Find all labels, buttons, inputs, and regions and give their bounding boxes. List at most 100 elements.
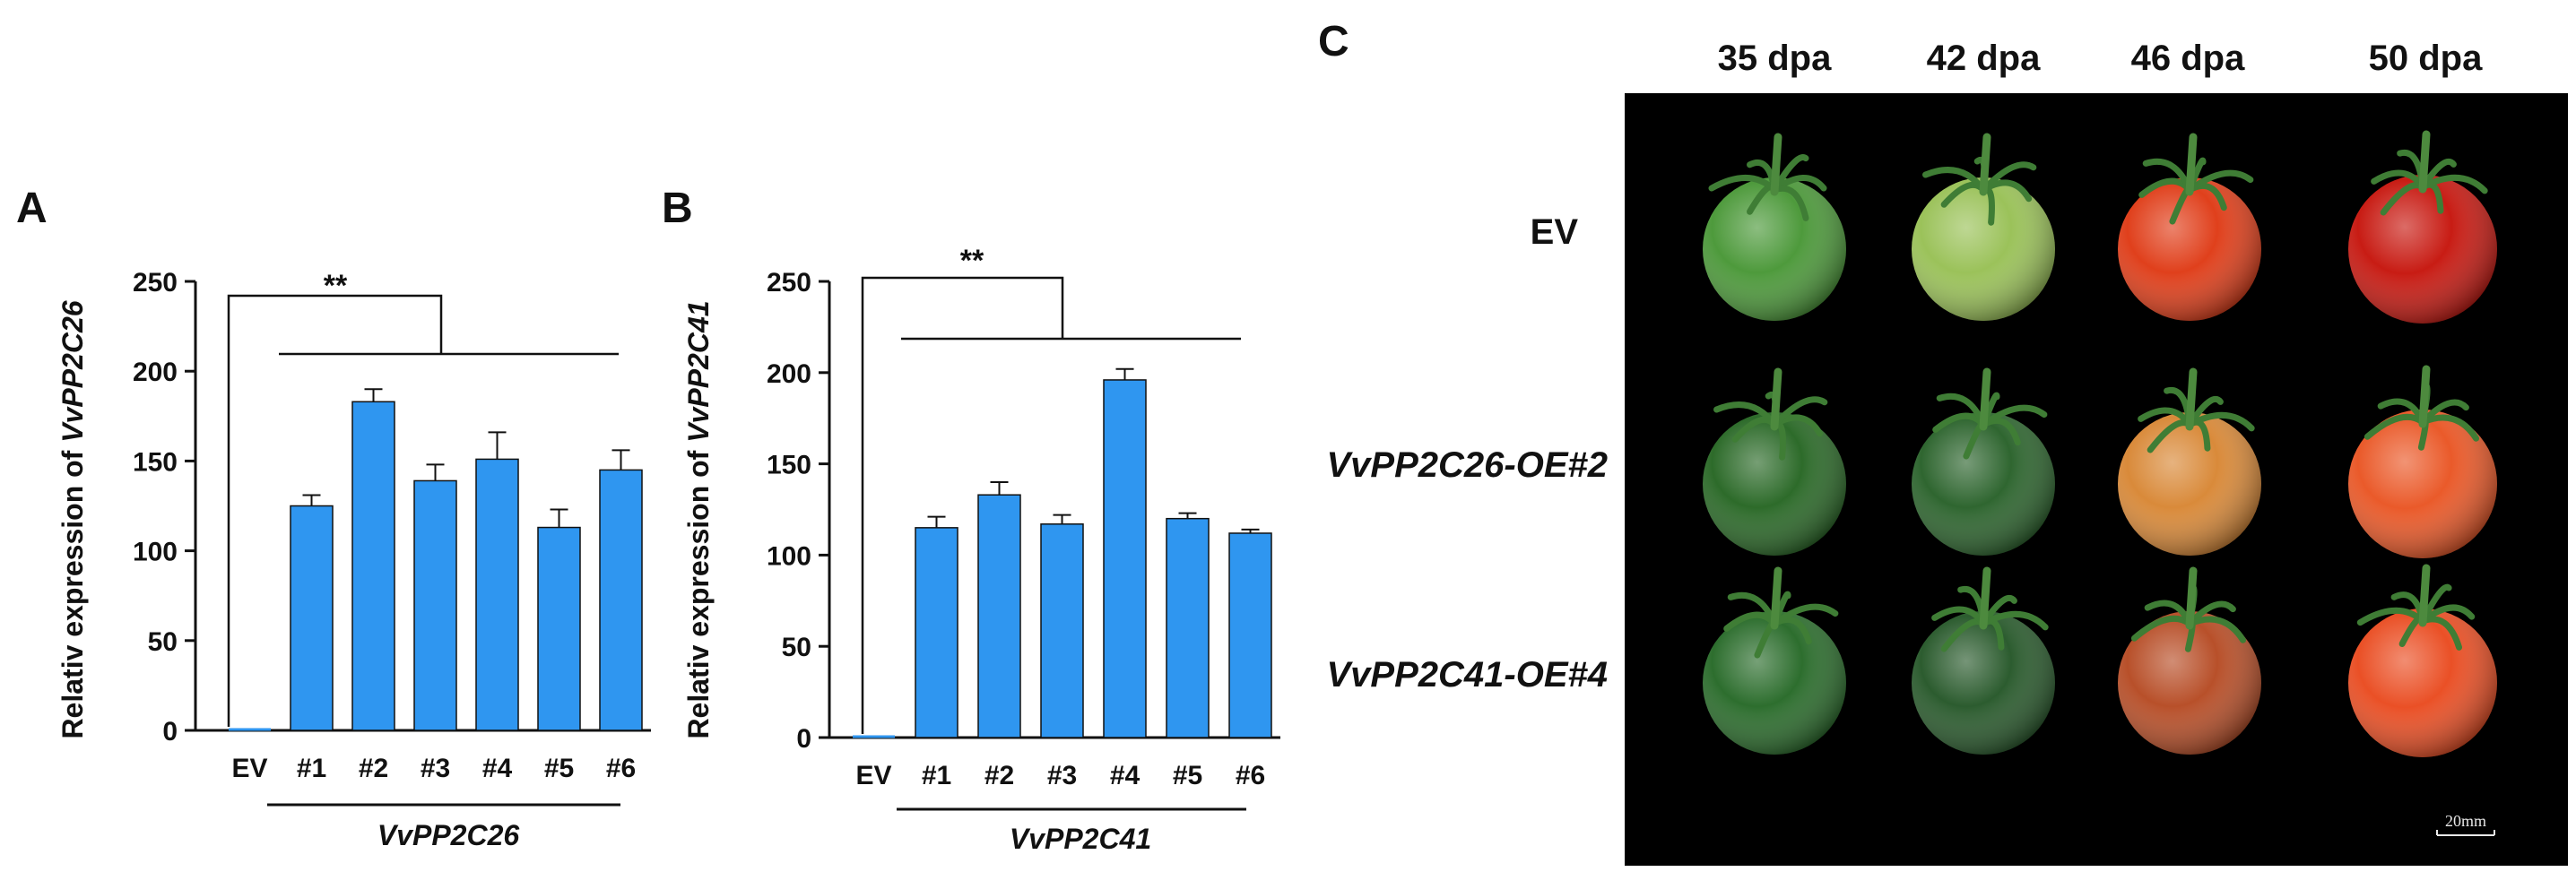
tomato-shading	[1912, 177, 2055, 321]
panel-letter-c: C	[1318, 18, 1349, 65]
y-tick-label-a: 100	[133, 538, 178, 567]
tomato-calyx	[2364, 365, 2480, 451]
x-tick-label-a: #6	[606, 754, 636, 783]
x-tick-label-b: #5	[1173, 761, 1202, 790]
tomato-shading	[1703, 412, 1846, 556]
significance-bracket-b	[861, 276, 1064, 734]
sepal	[1980, 161, 2037, 194]
tomato-calyx	[1723, 566, 1839, 659]
bar-a	[290, 505, 334, 731]
stem	[1979, 566, 1991, 630]
y-tick-label-a: 150	[133, 447, 178, 477]
x-tick-label-b: EV	[855, 761, 891, 790]
y-tick-label-b: 100	[767, 541, 811, 571]
sepal	[1708, 175, 1778, 194]
row-label-vvpp2c26-oe2: VvPP2C26-OE#2	[1326, 445, 1608, 485]
sepal	[2419, 616, 2463, 651]
tomato-calyx	[1932, 367, 2048, 460]
stem	[2185, 566, 2198, 630]
x-tick-label-a: #2	[359, 754, 388, 783]
x-tick-label-a: EV	[231, 754, 267, 783]
group-label-a: VvPP2C26	[377, 819, 520, 851]
fruit-grid	[1703, 130, 2497, 757]
row-label-vvpp2c41-oe4: VvPP2C41-OE#4	[1326, 655, 1608, 695]
y-tick-label-b: 50	[782, 633, 811, 662]
tomato-calyx	[1931, 566, 2049, 652]
stem	[1770, 367, 1782, 431]
scale-bar-label: 20mm	[2445, 812, 2486, 830]
bar-b	[977, 494, 1021, 738]
y-tick-label-a: 200	[133, 358, 178, 387]
tomato-shading	[2118, 412, 2261, 556]
stem	[2185, 367, 2198, 431]
bar-chart-b: Relativ expression of VvPP2C41 VvPP2C41 …	[682, 244, 1280, 855]
tomato-calyx	[1708, 133, 1827, 221]
significance-marker-b: **	[960, 244, 984, 278]
tomato-calyx	[1713, 367, 1828, 461]
row-label-ev: EV	[1531, 212, 1579, 252]
stem	[2418, 564, 2431, 627]
bar-a	[351, 401, 395, 731]
significance-marker-a: **	[324, 269, 348, 303]
tomato-shading	[1703, 177, 1846, 321]
bar-a	[413, 479, 457, 731]
y-tick-label-b: 200	[767, 359, 811, 389]
sepal	[2356, 607, 2426, 626]
x-tick-label-b: #6	[1236, 761, 1265, 790]
x-tick-label-a: #1	[297, 754, 326, 783]
tomato-shading	[2118, 611, 2261, 755]
tomato-shading	[2348, 410, 2497, 558]
significance-bracket-a	[227, 294, 443, 727]
group-label-b: VvPP2C41	[1010, 823, 1151, 855]
sepal	[1713, 401, 1778, 428]
stem	[1770, 566, 1782, 630]
stem	[2185, 133, 2198, 196]
y-axis-label-b: Relativ expression of VvPP2C41	[682, 300, 715, 738]
column-header-50dpa: 50 dpa	[2369, 39, 2483, 78]
bar-b	[1040, 523, 1084, 738]
tomato-calyx	[2138, 367, 2255, 453]
tomato-shading	[2118, 177, 2261, 321]
y-tick-label-b: 150	[767, 451, 811, 480]
sepal	[1771, 603, 1839, 627]
column-header-42dpa: 42 dpa	[1927, 39, 2041, 78]
bar-chart-a: Relativ expression of VvPP2C26 VvPP2C26 …	[56, 268, 651, 851]
tomato-shading	[1912, 412, 2055, 556]
stem	[1979, 367, 1991, 431]
panel-letter-a: A	[16, 185, 48, 232]
bar-b	[1228, 532, 1272, 738]
y-tick-label-a: 250	[133, 268, 178, 298]
y-tick-label-a: 0	[162, 717, 178, 747]
tomato-calyx	[2356, 564, 2476, 651]
tomato-shading	[1703, 611, 1846, 755]
sepal	[1771, 396, 1828, 428]
column-header-46dpa: 46 dpa	[2131, 39, 2245, 78]
x-tick-label-a: #4	[482, 754, 513, 783]
x-tick-label-b: #4	[1110, 761, 1141, 790]
y-axis-label-a: Relativ expression of VvPP2C26	[56, 300, 89, 738]
bar-b	[1103, 379, 1147, 738]
tomato-shading	[2348, 175, 2497, 324]
x-tick-label-b: #1	[922, 761, 951, 790]
sepal	[1922, 167, 1987, 194]
y-tick-label-b: 0	[796, 724, 811, 754]
y-tick-label-a: 50	[148, 627, 178, 657]
tomato-shading	[2348, 608, 2497, 757]
stem	[2418, 365, 2431, 428]
bar-a	[475, 458, 519, 731]
stem	[1770, 133, 1782, 196]
tomato-calyx	[2138, 133, 2254, 225]
bar-b	[915, 527, 958, 738]
sepal	[2186, 411, 2255, 432]
tomato-calyx	[2130, 566, 2247, 652]
fruit-photo-panel: 35 dpa 42 dpa 46 dpa 50 dpa EV VvPP2C26-…	[1326, 39, 2568, 866]
tomato-calyx	[2371, 130, 2488, 216]
stem	[1979, 133, 1991, 196]
sepal	[2186, 616, 2247, 643]
x-tick-label-a: #3	[421, 754, 450, 783]
sepal	[2419, 414, 2480, 442]
sepal	[2419, 174, 2488, 194]
x-tick-label-a: #5	[544, 754, 574, 783]
x-tick-label-b: #3	[1047, 761, 1077, 790]
column-header-35dpa: 35 dpa	[1718, 39, 1832, 78]
